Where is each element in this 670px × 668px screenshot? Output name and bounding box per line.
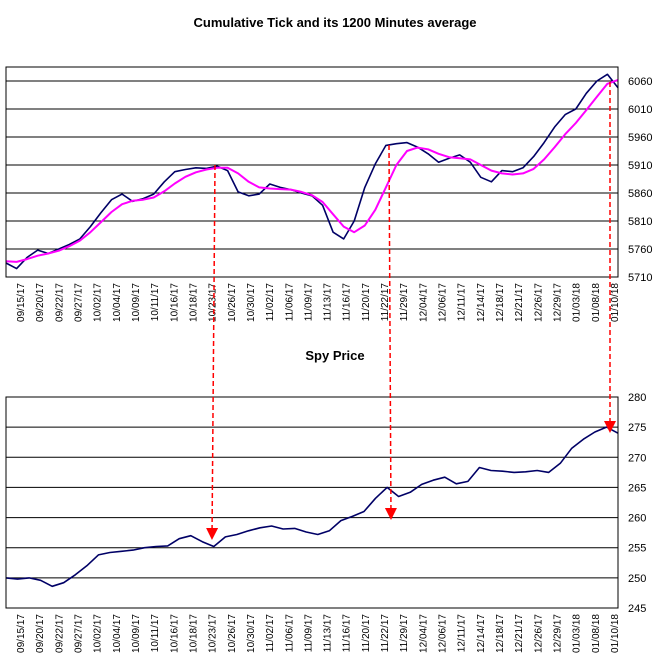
- top-x-tick-labels: 09/15/17 09/20/17 09/22/17 09/27/17 10/02/17…: [16, 283, 621, 322]
- x-tick-label: 09/20/17: [35, 614, 46, 653]
- x-tick-label: 10/02/17: [93, 614, 104, 653]
- x-tick-label: 12/04/17: [418, 614, 429, 653]
- x-tick-label: 09/27/17: [73, 614, 84, 653]
- x-tick-label: 12/26/17: [533, 283, 544, 322]
- y-tick-label: 280: [628, 392, 646, 404]
- x-tick-label: 09/20/17: [35, 283, 46, 322]
- x-tick-label: 12/11/17: [457, 614, 468, 653]
- x-tick-label: 10/11/17: [150, 614, 161, 653]
- y-tick-label: 5960: [628, 132, 652, 144]
- series-line-1: [5, 426, 619, 588]
- x-tick-label: 11/13/17: [323, 614, 334, 653]
- cumulative-tick-chart: Cumulative Tick and its 1200 Minutes ave…: [5, 15, 652, 322]
- x-tick-label: 01/10/18: [610, 283, 621, 322]
- x-tick-label: 09/22/17: [54, 283, 65, 322]
- x-tick-label: 11/22/17: [380, 614, 391, 653]
- y-tick-label: 245: [628, 603, 646, 615]
- x-tick-label: 11/06/17: [284, 614, 295, 653]
- x-tick-label: 11/13/17: [323, 283, 334, 322]
- top-chart-title: Cumulative Tick and its 1200 Minutes ave…: [194, 15, 477, 30]
- y-tick-label: 5760: [628, 244, 652, 256]
- x-tick-label: 12/11/17: [457, 283, 468, 322]
- x-tick-label: 01/10/18: [610, 614, 621, 653]
- x-tick-label: 12/29/17: [553, 614, 564, 653]
- x-tick-label: 11/20/17: [361, 614, 372, 653]
- bottom-y-tick-labels: 245 250 255 260 265 270 275 280: [628, 392, 646, 615]
- series-line-2: [5, 78, 619, 263]
- spy-price-chart: Spy Price 245 250 255 260 265 270 275 280 09/15…: [5, 348, 646, 653]
- x-tick-label: 01/03/18: [572, 614, 583, 653]
- x-tick-label: 10/30/17: [246, 283, 257, 322]
- x-tick-label: 10/18/17: [188, 283, 199, 322]
- bottom-series-lines: [5, 426, 619, 588]
- y-tick-label: 255: [628, 543, 646, 555]
- y-tick-label: 6010: [628, 104, 652, 116]
- x-tick-label: 10/23/17: [208, 283, 219, 322]
- x-tick-label: 09/15/17: [16, 614, 27, 653]
- x-tick-label: 09/15/17: [16, 283, 27, 322]
- x-tick-label: 01/08/18: [591, 283, 602, 322]
- x-tick-label: 10/11/17: [150, 283, 161, 322]
- x-tick-label: 11/22/17: [380, 283, 391, 322]
- x-tick-label: 10/16/17: [169, 283, 180, 322]
- y-tick-label: 5860: [628, 188, 652, 200]
- connector-arrows: [206, 82, 616, 540]
- x-tick-label: 09/22/17: [54, 614, 65, 653]
- x-tick-label: 11/16/17: [342, 614, 353, 653]
- x-tick-label: 11/16/17: [342, 283, 353, 322]
- y-tick-label: 265: [628, 482, 646, 494]
- y-tick-label: 5710: [628, 272, 652, 284]
- x-tick-label: 10/02/17: [93, 283, 104, 322]
- bottom-plot-frame: [5, 396, 619, 609]
- x-tick-label: 09/27/17: [73, 283, 84, 322]
- x-tick-label: 01/03/18: [572, 283, 583, 322]
- x-tick-label: 10/16/17: [169, 614, 180, 653]
- x-tick-label: 11/29/17: [399, 283, 410, 322]
- x-tick-label: 12/14/17: [476, 614, 487, 653]
- bottom-chart-title: Spy Price: [305, 348, 364, 363]
- x-tick-label: 10/23/17: [208, 614, 219, 653]
- y-tick-label: 260: [628, 513, 646, 525]
- x-tick-label: 11/09/17: [303, 614, 314, 653]
- x-tick-label: 12/18/17: [495, 614, 506, 653]
- x-tick-label: 10/26/17: [227, 283, 238, 322]
- x-tick-label: 12/29/17: [553, 283, 564, 322]
- y-tick-label: 5910: [628, 160, 652, 172]
- y-tick-label: 5810: [628, 216, 652, 228]
- x-tick-label: 12/21/17: [514, 283, 525, 322]
- x-tick-label: 01/08/18: [591, 614, 602, 653]
- x-tick-label: 11/29/17: [399, 614, 410, 653]
- x-tick-label: 11/20/17: [361, 283, 372, 322]
- x-tick-label: 12/06/17: [438, 283, 449, 322]
- x-tick-label: 12/18/17: [495, 283, 506, 322]
- x-tick-label: 10/04/17: [112, 283, 123, 322]
- x-tick-label: 10/26/17: [227, 614, 238, 653]
- x-tick-label: 10/18/17: [188, 614, 199, 653]
- y-tick-label: 6060: [628, 76, 652, 88]
- y-tick-label: 275: [628, 422, 646, 434]
- x-tick-label: 10/30/17: [246, 614, 257, 653]
- x-tick-label: 11/02/17: [265, 283, 276, 322]
- bottom-x-tick-labels: 09/15/17 09/20/17 09/22/17 09/27/17 10/02/17…: [16, 614, 621, 653]
- x-tick-label: 12/21/17: [514, 614, 525, 653]
- x-tick-label: 10/09/17: [131, 614, 142, 653]
- x-tick-label: 10/09/17: [131, 283, 142, 322]
- top-y-tick-labels: 5710 5760 5810 5860 5910 5960 6010 6060: [628, 76, 652, 284]
- top-series-lines: [5, 73, 619, 270]
- top-plot-frame: [5, 66, 619, 278]
- y-tick-label: 250: [628, 573, 646, 585]
- x-tick-label: 12/06/17: [438, 614, 449, 653]
- x-tick-label: 10/04/17: [112, 614, 123, 653]
- x-tick-label: 12/14/17: [476, 283, 487, 322]
- x-tick-label: 11/06/17: [284, 283, 295, 322]
- y-tick-label: 270: [628, 452, 646, 464]
- x-tick-label: 11/09/17: [303, 283, 314, 322]
- connector-arrow-2: [384, 144, 397, 520]
- connector-arrow-1: [206, 164, 219, 540]
- x-tick-label: 12/04/17: [418, 283, 429, 322]
- x-tick-label: 12/26/17: [533, 614, 544, 653]
- x-tick-label: 11/02/17: [265, 614, 276, 653]
